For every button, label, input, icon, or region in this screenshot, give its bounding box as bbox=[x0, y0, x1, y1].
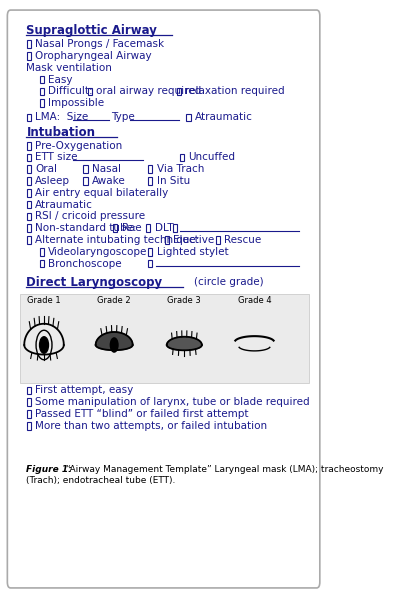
Text: More than two attempts, or failed intubation: More than two attempts, or failed intuba… bbox=[35, 421, 268, 431]
Text: Air entry equal bilaterally: Air entry equal bilaterally bbox=[35, 188, 169, 198]
Text: Awake: Awake bbox=[92, 176, 125, 186]
Text: relaxation required: relaxation required bbox=[185, 87, 285, 96]
Text: Atraumatic: Atraumatic bbox=[195, 112, 253, 123]
Bar bbox=[27, 114, 31, 121]
Text: Figure 1:: Figure 1: bbox=[27, 465, 72, 474]
Text: Easy: Easy bbox=[48, 75, 73, 85]
Text: Mask ventilation: Mask ventilation bbox=[27, 63, 112, 73]
Bar bbox=[27, 189, 31, 197]
Bar bbox=[186, 114, 191, 121]
Bar bbox=[40, 99, 44, 107]
Bar bbox=[27, 52, 31, 60]
Bar bbox=[27, 386, 31, 394]
Text: (circle grade): (circle grade) bbox=[194, 277, 264, 288]
Text: Some manipulation of larynx, tube or blade required: Some manipulation of larynx, tube or bla… bbox=[35, 397, 310, 407]
Text: Direct Laryngoscopy: Direct Laryngoscopy bbox=[27, 276, 163, 289]
Text: Videolaryngoscope: Videolaryngoscope bbox=[48, 247, 148, 257]
Text: In Situ: In Situ bbox=[156, 176, 190, 186]
Bar bbox=[165, 236, 169, 244]
Bar bbox=[148, 260, 152, 267]
Text: LMA:  Size: LMA: Size bbox=[35, 112, 89, 123]
Bar bbox=[27, 154, 31, 161]
Text: Grade 4: Grade 4 bbox=[238, 296, 271, 305]
Circle shape bbox=[110, 338, 118, 352]
Text: Bronchoscope: Bronchoscope bbox=[48, 258, 122, 269]
Text: Lighted stylet: Lighted stylet bbox=[156, 247, 228, 257]
Text: Asleep: Asleep bbox=[35, 176, 70, 186]
Bar bbox=[27, 177, 31, 185]
Text: Oral: Oral bbox=[35, 164, 58, 174]
Bar bbox=[113, 224, 117, 232]
Bar bbox=[83, 166, 88, 173]
Bar bbox=[216, 236, 220, 244]
Text: Rescue: Rescue bbox=[224, 235, 261, 245]
Text: Grade 3: Grade 3 bbox=[168, 296, 201, 305]
Text: RSI / cricoid pressure: RSI / cricoid pressure bbox=[35, 212, 146, 221]
Bar bbox=[148, 166, 152, 173]
Bar bbox=[27, 410, 31, 418]
Polygon shape bbox=[167, 337, 202, 350]
Text: Grade 2: Grade 2 bbox=[97, 296, 131, 305]
Bar bbox=[27, 166, 31, 173]
Bar bbox=[88, 87, 92, 95]
Text: Nasal: Nasal bbox=[92, 164, 121, 174]
Text: Type: Type bbox=[111, 112, 135, 123]
Bar bbox=[148, 248, 152, 256]
Bar bbox=[40, 87, 44, 95]
FancyBboxPatch shape bbox=[8, 10, 320, 588]
Text: (Trach); endotracheal tube (ETT).: (Trach); endotracheal tube (ETT). bbox=[27, 476, 176, 485]
Bar bbox=[27, 201, 31, 209]
Text: Grade 1: Grade 1 bbox=[27, 296, 61, 305]
Text: Pre-Oxygenation: Pre-Oxygenation bbox=[35, 141, 123, 151]
Bar bbox=[27, 422, 31, 429]
Bar bbox=[40, 260, 44, 267]
Bar bbox=[27, 398, 31, 406]
Bar bbox=[27, 224, 31, 232]
Bar bbox=[27, 41, 31, 48]
Text: Elective: Elective bbox=[173, 235, 214, 245]
Text: oral airway required: oral airway required bbox=[96, 87, 201, 96]
Text: Intubation: Intubation bbox=[27, 126, 96, 139]
Bar bbox=[173, 224, 177, 232]
Polygon shape bbox=[96, 332, 133, 350]
Text: Impossible: Impossible bbox=[48, 98, 104, 108]
Text: DLT: DLT bbox=[155, 223, 173, 233]
Text: First attempt, easy: First attempt, easy bbox=[35, 385, 134, 395]
Bar bbox=[27, 213, 31, 220]
FancyBboxPatch shape bbox=[20, 294, 308, 383]
Bar bbox=[27, 142, 31, 150]
Bar bbox=[83, 177, 88, 185]
Text: “Airway Management Template” Laryngeal mask (LMA); tracheostomy: “Airway Management Template” Laryngeal m… bbox=[66, 465, 384, 474]
Text: Passed ETT “blind” or failed first attempt: Passed ETT “blind” or failed first attem… bbox=[35, 409, 249, 419]
Text: Non-standard tube:: Non-standard tube: bbox=[35, 223, 137, 233]
Text: Atraumatic: Atraumatic bbox=[35, 200, 93, 210]
Text: Via Trach: Via Trach bbox=[156, 164, 204, 174]
Circle shape bbox=[40, 337, 48, 353]
Bar bbox=[180, 154, 184, 161]
Text: Supraglottic Airway: Supraglottic Airway bbox=[27, 24, 157, 37]
Bar bbox=[27, 236, 31, 244]
Text: Difficult:: Difficult: bbox=[48, 87, 93, 96]
Text: Oropharyngeal Airway: Oropharyngeal Airway bbox=[35, 51, 152, 61]
Bar bbox=[40, 76, 44, 84]
Text: Alternate intubating technique:: Alternate intubating technique: bbox=[35, 235, 200, 245]
Bar bbox=[146, 224, 150, 232]
Bar bbox=[40, 248, 44, 256]
Bar bbox=[177, 87, 181, 95]
Text: Rae: Rae bbox=[121, 223, 141, 233]
Text: ETT size: ETT size bbox=[35, 152, 78, 163]
Bar bbox=[148, 177, 152, 185]
Text: Nasal Prongs / Facemask: Nasal Prongs / Facemask bbox=[35, 39, 164, 49]
Text: Uncuffed: Uncuffed bbox=[189, 152, 235, 163]
